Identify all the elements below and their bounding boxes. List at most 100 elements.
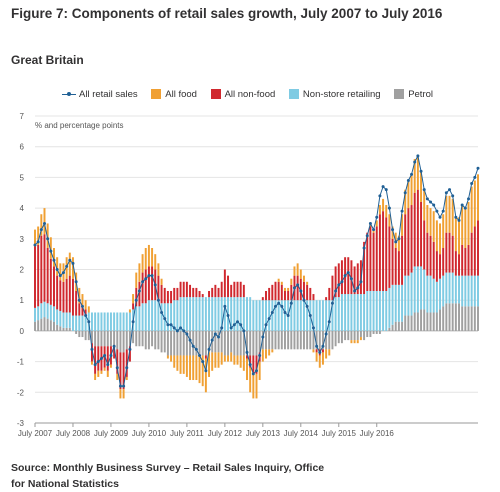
bar-segment [299,269,302,279]
legend-swatch-all-food [151,89,162,100]
bar-segment [359,294,362,331]
bar-segment [451,235,454,273]
retail-sales-point [84,314,88,318]
bar-segment [356,330,359,341]
x-tick-label: July 2012 [208,429,243,438]
retail-sales-point [125,366,129,370]
bar-segment [325,297,328,301]
bar-segment [394,248,397,285]
retail-sales-point [232,323,236,327]
bar-segment [182,355,185,374]
retail-sales-point [112,344,116,348]
bar-segment [138,330,141,347]
bar-segment [302,300,305,331]
bar-segment [420,266,423,310]
bar-segment [46,248,49,304]
bar-segment [458,275,460,304]
bar-segment [179,297,182,331]
retail-sales-point [441,209,445,213]
retail-sales-point [311,326,315,330]
retail-sales-point [425,197,429,201]
bar-segment [71,278,74,316]
bar-segment [125,349,128,377]
retail-sales-point [403,191,407,195]
grid-lines [35,115,478,424]
retail-sales-point [362,246,366,250]
bar-segment [34,229,36,247]
bar-segment [223,297,226,331]
legend-item-all-non-food: All non-food [210,89,275,100]
bar-segment [296,330,299,350]
bar-segment [84,315,87,331]
chart-subtitle: Great Britain [11,53,84,67]
retail-sales-point [394,240,398,244]
y-tick-label: 5 [20,173,25,182]
bar-segment [391,284,394,325]
bar-segment [458,303,460,331]
bar-segment [59,280,62,311]
bar-segment [208,330,211,353]
bar-segment [144,303,147,331]
bar-segment [128,330,131,347]
retail-sales-point [470,182,474,186]
retail-sales-point [245,350,249,354]
bar-segment [255,330,258,356]
bar-segment [382,211,385,291]
bar-segment [249,355,252,368]
retail-sales-point [321,344,325,348]
retail-sales-point [467,197,471,201]
bar-segment [94,346,97,374]
bar-segment [397,251,400,285]
bar-segment [242,297,245,331]
bar-segment [65,327,68,331]
bar-segment [144,269,147,304]
bar-segment [100,312,103,331]
bar-segment [157,300,160,331]
bar-segment [404,315,407,331]
bar-segment [397,235,400,252]
bar-segment [426,312,429,331]
bar-segment [217,287,220,298]
bar-segment [62,281,65,313]
bar-segment [404,189,407,215]
legend-item-all-food: All food [151,89,197,100]
bar-segment [170,355,173,362]
x-tick-label: July 2015 [322,429,357,438]
retail-sales-point [144,277,148,281]
bar-segment [470,232,473,276]
bar-segment [204,358,207,393]
bar-segment [391,324,394,331]
bar-segment [46,303,49,319]
bar-segment [350,340,353,344]
source-note: Source: Monthly Business Survey – Retail… [11,462,325,490]
bar-segment [363,294,366,331]
bar-segment [43,301,46,318]
retail-sales-point [473,175,477,179]
bar-segment [223,269,226,298]
bar-segment [302,275,305,282]
bar-segment [467,306,470,331]
bar-segment [331,275,334,301]
bar-segment [315,349,318,353]
bar-segment [113,330,116,347]
bar-segment [157,263,160,276]
legend-item-non-store-retailing: Non-store retailing [288,89,381,100]
retail-sales-point [261,335,265,339]
bar-segment [271,330,274,350]
bar-segment [208,290,211,298]
bar-segment [385,290,388,331]
bar-segment [166,303,169,331]
bar-segment [461,205,464,245]
bar-segment [385,205,388,218]
retail-sales-point [448,188,452,192]
retail-sales-point [122,384,126,388]
bar-segment [81,294,84,307]
bar-segment [321,330,324,350]
bar-segment [363,241,366,295]
retail-sales-point [255,369,258,373]
bar-segment [34,307,36,322]
bar-segment [458,217,460,255]
bar-segment [75,290,78,316]
bar-segment [382,290,385,331]
bar-segment [78,315,81,331]
